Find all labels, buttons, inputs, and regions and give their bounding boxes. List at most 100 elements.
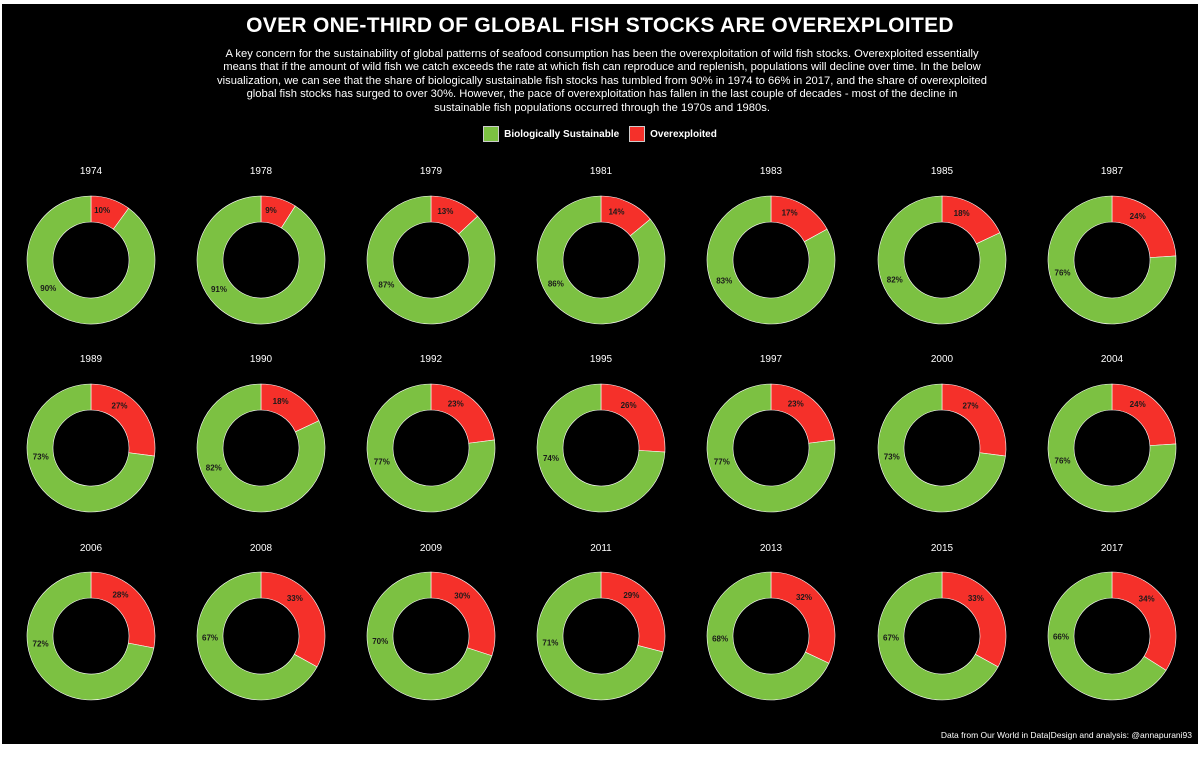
donut-1979: 1979 13% 87% xyxy=(366,166,496,325)
donut-1985: 1985 18% 82% xyxy=(877,166,1007,325)
sustainable-slice xyxy=(877,383,1006,513)
overexploited-value-label: 17% xyxy=(782,209,798,218)
overexploited-slice xyxy=(600,195,651,237)
donut-year-label: 2017 xyxy=(1101,543,1124,554)
legend-label-overexploited: Overexploited xyxy=(650,128,717,140)
sustainable-slice xyxy=(26,383,155,513)
sustainable-slice xyxy=(706,195,836,325)
donut-year-label: 2008 xyxy=(250,543,273,554)
sustainable-slice xyxy=(26,195,156,325)
overexploited-value-label: 13% xyxy=(437,207,453,216)
overexploited-value-label: 33% xyxy=(287,594,303,603)
overexploited-slice xyxy=(90,195,130,230)
sustainable-slice xyxy=(536,571,664,701)
donut-1990: 1990 18% 82% xyxy=(196,354,326,513)
overexploited-slice xyxy=(600,383,666,453)
donut-1995: 1995 26% 74% xyxy=(536,354,666,513)
donut-year-label: 2004 xyxy=(1101,354,1124,365)
sustainable-value-label: 91% xyxy=(211,285,227,294)
sustainable-value-label: 73% xyxy=(33,453,49,462)
donut-year-label: 1987 xyxy=(1101,166,1124,177)
donut-year-label: 1997 xyxy=(760,354,783,365)
overexploited-value-label: 33% xyxy=(968,594,984,603)
overexploited-value-label: 23% xyxy=(788,399,804,408)
legend-item-sustainable: Biologically Sustainable xyxy=(483,126,619,142)
overexploited-slice xyxy=(260,571,326,668)
overexploited-slice xyxy=(1111,571,1177,671)
donut-year-label: 2006 xyxy=(80,543,103,554)
sustainable-slice xyxy=(366,195,496,325)
overexploited-value-label: 23% xyxy=(448,399,464,408)
sustainable-value-label: 77% xyxy=(374,457,390,466)
chart-title: OVER ONE-THIRD OF GLOBAL FISH STOCKS ARE… xyxy=(246,14,954,37)
donut-1978: 1978 9% 91% xyxy=(196,166,326,325)
overexploited-value-label: 27% xyxy=(112,402,128,411)
overexploited-value-label: 10% xyxy=(94,206,110,215)
sustainable-value-label: 83% xyxy=(716,276,732,285)
sustainable-slice xyxy=(1047,571,1167,701)
donut-1974: 1974 10% 90% xyxy=(26,166,156,325)
overexploited-slice xyxy=(260,195,296,229)
donut-year-label: 1974 xyxy=(80,166,103,177)
sustainable-value-label: 67% xyxy=(883,633,899,642)
overexploited-slice xyxy=(941,383,1007,457)
sustainable-value-label: 77% xyxy=(714,457,730,466)
donut-1987: 1987 24% 76% xyxy=(1047,166,1177,325)
donut-year-label: 1983 xyxy=(760,166,783,177)
sustainable-value-label: 72% xyxy=(33,640,49,649)
sustainable-slice xyxy=(1047,383,1177,513)
sustainable-slice xyxy=(706,571,830,701)
sustainable-value-label: 71% xyxy=(542,638,558,647)
donut-2006: 2006 28% 72% xyxy=(26,543,156,701)
sustainable-slice xyxy=(366,571,493,701)
overexploited-slice xyxy=(430,571,496,657)
overexploited-value-label: 30% xyxy=(454,592,470,601)
donut-2004: 2004 24% 76% xyxy=(1047,354,1177,513)
overexploited-slice xyxy=(90,383,156,457)
overexploited-slice xyxy=(430,383,495,444)
overexploited-slice xyxy=(600,571,666,653)
sustainable-value-label: 74% xyxy=(543,454,559,463)
donut-2017: 2017 34% 66% xyxy=(1047,543,1177,701)
source-caption: Data from Our World in Data|Design and a… xyxy=(940,730,1192,740)
overexploited-slice xyxy=(941,195,1001,245)
overexploited-value-label: 24% xyxy=(1130,212,1146,221)
donut-1989: 1989 27% 73% xyxy=(26,354,156,513)
donut-year-label: 2000 xyxy=(931,354,954,365)
overexploited-value-label: 18% xyxy=(273,397,289,406)
overexploited-slice xyxy=(770,383,835,444)
sustainable-slice xyxy=(877,195,1007,325)
overexploited-slice xyxy=(1111,195,1177,258)
sustainable-value-label: 76% xyxy=(1055,456,1071,465)
overexploited-value-label: 29% xyxy=(623,591,639,600)
sustainable-value-label: 66% xyxy=(1053,632,1069,641)
donut-2000: 2000 27% 73% xyxy=(877,354,1007,513)
donut-2015: 2015 33% 67% xyxy=(877,543,1007,701)
donut-year-label: 1992 xyxy=(420,354,443,365)
overexploited-value-label: 14% xyxy=(608,207,624,216)
donut-1997: 1997 23% 77% xyxy=(706,354,836,513)
legend-swatch-overexploited xyxy=(629,126,646,142)
donut-year-label: 1979 xyxy=(420,166,443,177)
sustainable-slice xyxy=(26,571,155,701)
overexploited-slice xyxy=(770,571,836,664)
sustainable-value-label: 82% xyxy=(887,275,903,284)
sustainable-slice xyxy=(196,571,318,701)
legend-item-overexploited: Overexploited xyxy=(629,126,717,142)
donut-1992: 1992 23% 77% xyxy=(366,354,496,513)
sustainable-value-label: 86% xyxy=(548,280,564,289)
sustainable-slice xyxy=(536,195,666,325)
donut-year-label: 1989 xyxy=(80,354,103,365)
sustainable-value-label: 68% xyxy=(712,635,728,644)
sustainable-slice xyxy=(196,195,326,325)
overexploited-slice xyxy=(941,571,1007,668)
overexploited-value-label: 34% xyxy=(1139,595,1155,604)
donut-year-label: 2015 xyxy=(931,543,954,554)
overexploited-slice xyxy=(1111,383,1177,446)
overexploited-value-label: 27% xyxy=(963,402,979,411)
donut-2011: 2011 29% 71% xyxy=(536,543,666,701)
sustainable-slice xyxy=(1047,195,1177,325)
donut-year-label: 1985 xyxy=(931,166,954,177)
donut-year-label: 1995 xyxy=(590,354,613,365)
legend-swatch-sustainable xyxy=(483,126,500,142)
